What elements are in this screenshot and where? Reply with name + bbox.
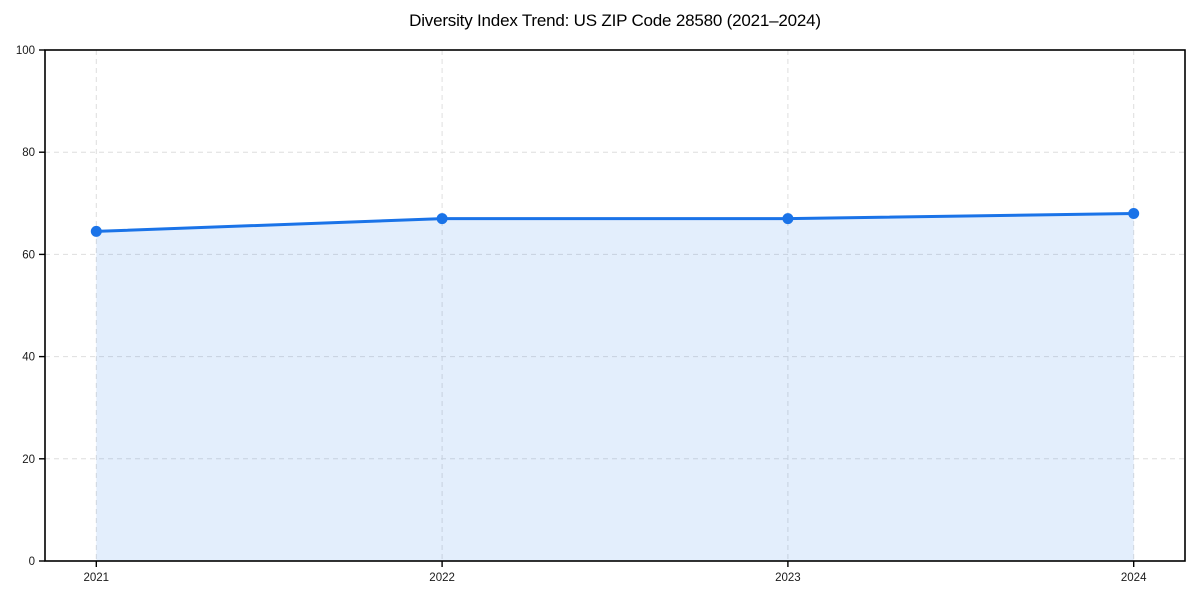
y-tick-label: 20 — [22, 454, 35, 466]
plot-border — [44, 49, 1186, 562]
data-point-marker — [1128, 208, 1140, 220]
y-tick-label: 80 — [22, 147, 35, 159]
y-tick-label: 0 — [29, 556, 35, 568]
trend-line — [94, 212, 1136, 233]
y-tick-label: 100 — [16, 45, 35, 57]
x-tick-label: 2021 — [84, 572, 110, 584]
data-point-marker — [782, 213, 794, 225]
y-tick-label: 60 — [22, 249, 35, 261]
y-tick-label: 40 — [22, 352, 35, 364]
x-tick-label: 2023 — [775, 572, 801, 584]
x-tick-label: 2024 — [1121, 572, 1147, 584]
chart-title: Diversity Index Trend: US ZIP Code 28580… — [409, 11, 821, 30]
data-point-marker — [436, 213, 448, 225]
data-point-marker — [90, 225, 102, 237]
area-fill — [96, 213, 1134, 561]
x-tick-label: 2022 — [429, 572, 455, 584]
